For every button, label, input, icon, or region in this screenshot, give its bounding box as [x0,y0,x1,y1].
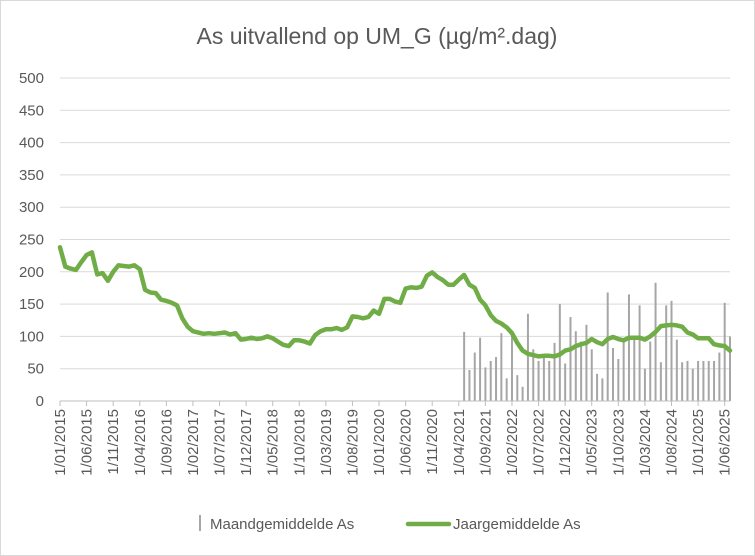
bar-monthly [505,378,508,401]
bar-monthly [489,360,492,401]
x-tick-label: 1/08/2024 [664,409,681,476]
bar-monthly [463,331,466,401]
bar-monthly [627,294,630,401]
x-tick-label: 1/01/2020 [371,409,388,476]
bar-monthly [622,339,625,401]
x-tick-label: 1/06/2025 [717,409,734,476]
x-tick-label: 1/11/2020 [424,409,441,475]
y-tick-label: 250 [19,232,44,249]
x-tick-label: 1/04/2016 [132,409,149,476]
bar-monthly [686,360,689,401]
x-tick-label: 1/01/2015 [52,409,69,476]
bar-monthly [606,292,609,401]
bar-monthly [590,349,593,401]
yearly-average-line [57,245,733,359]
bar-monthly [707,360,710,401]
bar-monthly [510,333,513,401]
bar-monthly [675,339,678,401]
chart-title: As uitvallend op UM_G (µg/m².dag) [197,23,558,49]
y-tick-label: 450 [19,102,44,119]
x-tick-label: 1/07/2022 [531,409,548,476]
y-axis-ticks: 0 50 100 150 200 250 300 350 400 450 500 [19,70,44,410]
x-tick-label: 1/03/2019 [318,409,335,476]
legend-label-monthly: Maandgemiddelde As [210,516,354,533]
bar-monthly [612,348,615,401]
bar-monthly [542,355,545,401]
y-tick-label: 300 [19,199,44,216]
x-tick-label: 1/04/2021 [451,409,468,476]
bar-monthly [521,386,524,401]
y-tick-label: 0 [36,393,44,410]
bar-monthly [500,333,503,401]
x-tick-label: 1/05/2023 [584,409,601,476]
y-tick-label: 50 [27,361,44,378]
y-tick-label: 200 [19,264,44,281]
x-tick-label: 1/06/2020 [398,409,415,476]
bar-monthly [479,337,482,401]
x-tick-label: 1/07/2017 [212,409,229,476]
bar-monthly [484,367,487,401]
bar-monthly [601,378,604,401]
y-tick-label: 400 [19,135,44,152]
x-tick-label: 1/06/2015 [79,409,96,476]
bar-monthly [548,360,551,401]
series-line-yearly [57,245,733,359]
bar-monthly [569,317,572,401]
bar-monthly [596,373,599,401]
x-tick-label: 1/01/2025 [690,409,707,476]
bar-monthly [468,369,471,401]
bar-monthly [718,352,721,401]
bar-monthly [574,331,577,401]
bar-monthly [702,360,705,401]
x-tick-label: 1/12/2017 [238,409,255,476]
bar-monthly [691,368,694,401]
bar-monthly [532,349,535,401]
x-tick-label: 1/03/2024 [637,409,654,476]
bar-monthly [643,368,646,401]
bar-monthly [665,305,668,401]
bar-monthly [638,305,641,401]
x-tick-label: 1/09/2016 [158,409,175,476]
x-tick-label: 1/05/2018 [265,409,282,476]
bar-monthly [723,302,726,401]
x-tick-label: 1/12/2022 [557,409,574,476]
x-tick-label: 1/11/2015 [105,409,122,475]
legend: Maandgemiddelde As Jaargemiddelde As [199,515,581,533]
bar-monthly [553,342,556,401]
bar-monthly [713,360,716,401]
x-tick-label: 1/02/2017 [185,409,202,476]
bar-monthly [670,300,673,401]
y-tick-label: 350 [19,167,44,184]
x-tick-label: 1/10/2023 [610,409,627,476]
bar-monthly [633,336,636,401]
x-axis-ticks: 1/01/2015 1/06/2015 1/11/2015 1/04/2016 1/09… [52,401,734,476]
bar-monthly [564,363,567,401]
x-tick-label: 1/02/2022 [504,409,521,476]
monthly-bars [463,282,731,401]
bar-monthly [654,282,657,401]
bar-monthly [729,336,731,401]
bar-monthly [617,359,620,401]
bar-monthly [473,352,476,401]
bar-monthly [659,362,662,401]
bar-monthly [697,360,700,401]
bar-monthly [537,360,540,401]
bar-monthly [516,375,519,401]
bar-monthly [526,313,529,401]
bar-monthly [495,357,498,401]
x-tick-label: 1/09/2021 [477,409,494,476]
bar-monthly [580,341,583,401]
bar-monthly [649,341,652,401]
bar-monthly [681,362,684,401]
y-tick-label: 500 [19,70,44,87]
x-tick-label: 1/08/2019 [344,409,361,476]
bar-monthly [585,324,588,401]
y-tick-label: 150 [19,296,44,313]
x-tick-label: 1/10/2018 [291,409,308,476]
y-tick-label: 100 [19,328,44,345]
legend-label-yearly: Jaargemiddelde As [453,516,581,533]
